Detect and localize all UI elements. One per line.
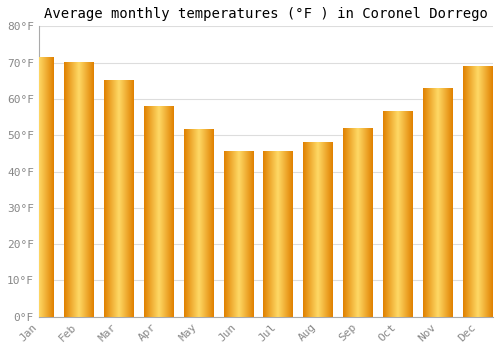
Bar <box>64 63 94 317</box>
Bar <box>104 81 134 317</box>
Bar <box>304 142 334 317</box>
Bar <box>423 88 453 317</box>
Bar <box>383 112 413 317</box>
Bar <box>144 106 174 317</box>
Title: Average monthly temperatures (°F ) in Coronel Dorrego: Average monthly temperatures (°F ) in Co… <box>44 7 488 21</box>
Bar <box>184 130 214 317</box>
Bar <box>344 128 374 317</box>
Bar <box>463 66 493 317</box>
Bar <box>264 152 294 317</box>
Bar <box>224 152 254 317</box>
Bar <box>24 57 54 317</box>
